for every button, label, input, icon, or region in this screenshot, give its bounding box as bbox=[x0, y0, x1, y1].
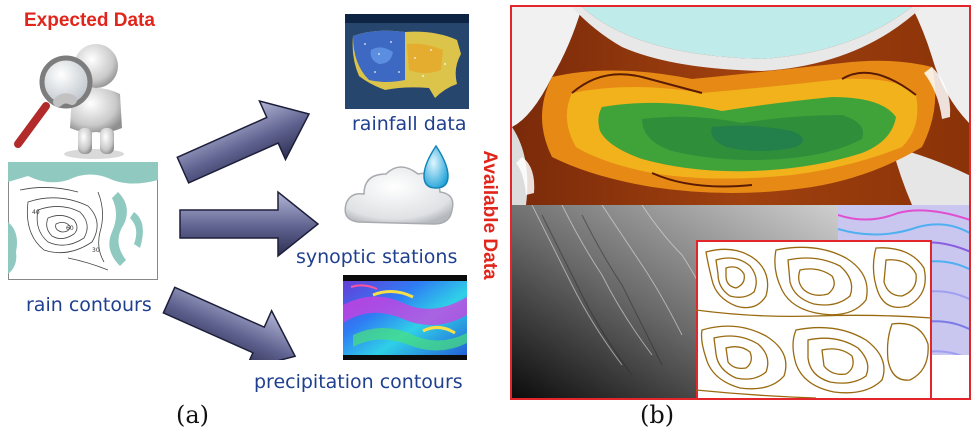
rain-contours-map: 40 60 30 bbox=[8, 162, 158, 280]
rainfall-data-map bbox=[345, 14, 469, 109]
rainfall-data-label: rainfall data bbox=[352, 113, 467, 135]
arrows-group bbox=[162, 99, 320, 360]
arrow-up-right bbox=[176, 99, 311, 184]
precipitation-contours-label: precipitation contours bbox=[254, 371, 463, 393]
rain-cloud-icon bbox=[344, 144, 454, 225]
svg-text:30: 30 bbox=[92, 247, 100, 254]
precipitation-contours-map bbox=[343, 275, 467, 360]
rain-contours-label: rain contours bbox=[26, 294, 152, 316]
synoptic-stations-label: synoptic stations bbox=[296, 246, 458, 268]
available-data-panel bbox=[510, 5, 971, 400]
svg-text:40: 40 bbox=[32, 209, 40, 216]
elevation-map bbox=[512, 7, 969, 205]
available-data-text: Available Data bbox=[479, 150, 500, 280]
contour-map bbox=[696, 240, 932, 398]
expected-data-title: Expected Data bbox=[24, 10, 155, 31]
caption-a: (a) bbox=[176, 401, 210, 429]
available-data-title: Available Data bbox=[479, 150, 500, 280]
arrow-down-right bbox=[162, 286, 297, 360]
caption-b: (b) bbox=[640, 401, 675, 429]
svg-text:60: 60 bbox=[66, 225, 74, 232]
magnifier-person-icon bbox=[14, 44, 124, 159]
arrow-right bbox=[179, 190, 320, 258]
